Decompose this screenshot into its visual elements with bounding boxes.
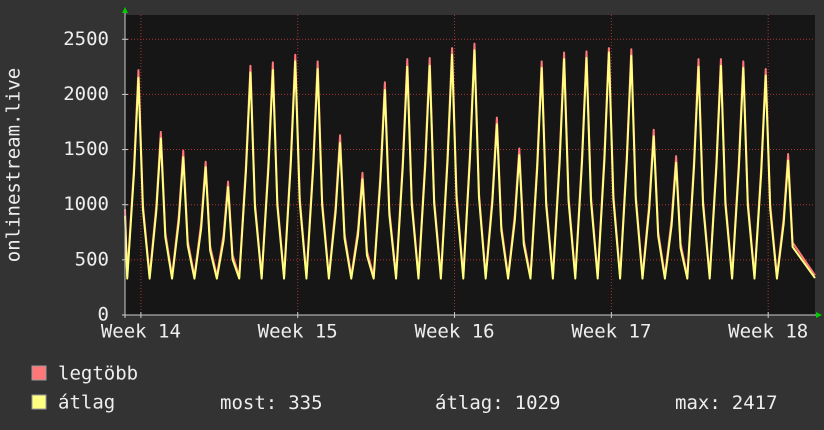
y-tick-label: 2000 bbox=[63, 83, 109, 105]
x-tick-label: Week 15 bbox=[258, 321, 338, 343]
legend-swatch bbox=[31, 365, 47, 381]
stat-value: 1029 bbox=[515, 392, 561, 414]
stat: most: 335 bbox=[220, 392, 323, 414]
y-axis-title: onlinestream.live bbox=[3, 68, 25, 262]
stat: max: 2417 bbox=[675, 392, 778, 414]
legend-label: legtöbb bbox=[58, 363, 138, 385]
y-tick-label: 0 bbox=[98, 304, 109, 326]
stat-label: most: bbox=[220, 392, 277, 414]
x-tick-label: Week 14 bbox=[101, 321, 181, 343]
stat-value: 2417 bbox=[732, 392, 778, 414]
stat: átlag: 1029 bbox=[435, 392, 560, 414]
axis-arrow bbox=[816, 312, 822, 318]
stat-label: max: bbox=[675, 392, 721, 414]
y-tick-label: 1000 bbox=[63, 193, 109, 215]
y-tick-label: 500 bbox=[75, 248, 109, 270]
grid: 0 500 1000 1500 2000 2500 Week 14 Week 15 Week 1… bbox=[63, 15, 815, 343]
series-line bbox=[124, 49, 816, 280]
x-tick-label: Week 18 bbox=[728, 321, 808, 343]
legend-swatch bbox=[31, 394, 47, 410]
legend: legtöbb átlag most: 335 átlag: 1029 max: 2417 bbox=[31, 363, 778, 414]
stat-value: 335 bbox=[288, 392, 322, 414]
stat-label: átlag: bbox=[435, 392, 504, 414]
x-tick-label: Week 16 bbox=[415, 321, 495, 343]
y-tick-label: 1500 bbox=[63, 138, 109, 160]
lines bbox=[124, 42, 816, 280]
legend-label: átlag bbox=[58, 392, 115, 414]
x-tick-label: Week 17 bbox=[571, 321, 651, 343]
y-tick-label: 2500 bbox=[63, 28, 109, 50]
axis-arrow bbox=[122, 7, 128, 13]
